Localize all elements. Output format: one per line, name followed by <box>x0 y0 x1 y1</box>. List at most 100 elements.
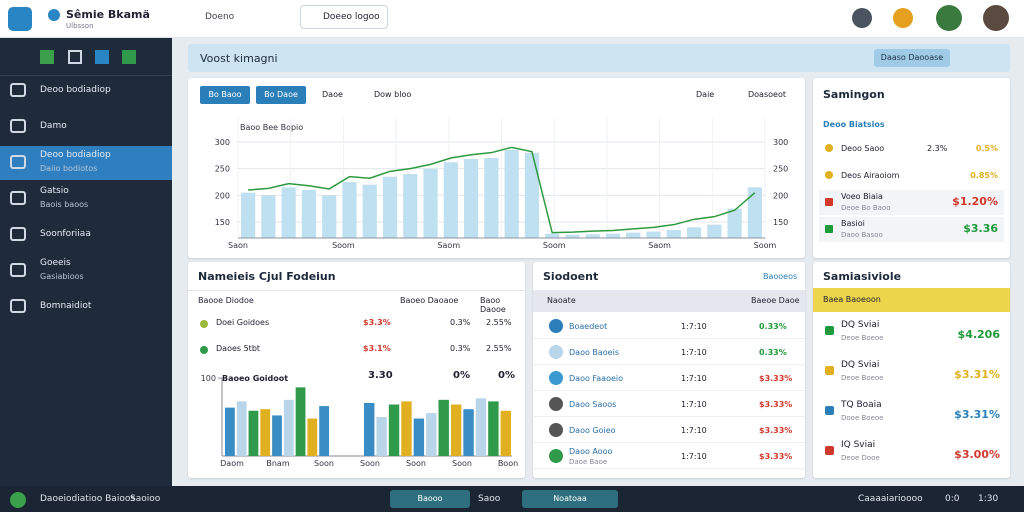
nav-item[interactable]: Goeeis Gasiabioos <box>0 254 172 288</box>
chart-tab[interactable]: Doasoeot <box>748 90 786 99</box>
chart-button[interactable]: Bo Daoe boe <box>256 86 306 117</box>
row-sublabel: Daoo Basoo <box>841 231 883 239</box>
row-sublabel: Deoe Bo Baoo <box>841 204 891 212</box>
row-sublabel: Deoe Dooe <box>841 454 880 462</box>
column-header: Baoo Daooe <box>480 296 506 314</box>
nav-icon <box>10 227 26 241</box>
chart-button[interactable]: Bo Baoo Bao <box>200 86 250 117</box>
nav-item[interactable]: Bomnaidiot <box>0 290 172 324</box>
nav-sublabel: Daiio bodiotos <box>40 164 98 173</box>
nav-item[interactable]: Soonforiiaa <box>0 218 172 252</box>
footer-text: Saoo <box>478 494 501 504</box>
x-tick-label: Soon <box>452 459 472 468</box>
row-sublabel: Deoe Boeoe <box>841 374 884 382</box>
panel-title: Samiasiviole <box>823 270 902 283</box>
chart-tab[interactable]: Daie <box>696 90 715 99</box>
panel-subtitle: Deoo Biatsios <box>823 120 885 129</box>
row-time: 1:7:10 <box>681 348 707 357</box>
bar <box>362 184 377 238</box>
nav-label: Bomnaidiot <box>40 301 92 311</box>
header-button[interactable]: Daaso Daooase <box>874 49 950 67</box>
list-row[interactable] <box>533 340 805 365</box>
avatar[interactable] <box>983 5 1009 31</box>
nav-item[interactable]: Deoo bodiadiop <box>0 74 172 108</box>
bar <box>545 233 560 238</box>
bar <box>666 230 681 238</box>
chart-tab[interactable]: Dow bloo <box>374 90 412 99</box>
tool-icon[interactable] <box>40 50 54 64</box>
status-dot <box>825 225 833 233</box>
status-icon <box>825 366 834 375</box>
row-value: $3.1% <box>363 344 391 353</box>
bar <box>626 232 641 238</box>
column-header: Baoeo Daoaoe <box>400 296 459 305</box>
list-row[interactable] <box>533 444 805 469</box>
list-row[interactable] <box>533 418 805 443</box>
row-label: Daoes 5tbt <box>216 344 261 353</box>
table-header: Naoate Baeoe Daoe <box>533 290 805 312</box>
bar <box>364 402 375 456</box>
avatar[interactable] <box>936 5 962 31</box>
icon-button[interactable] <box>893 8 913 28</box>
logo <box>8 7 32 31</box>
nav-item[interactable]: Deoo bodiadiop Daiio bodiotos <box>0 146 172 180</box>
row-change: 0.5% <box>975 144 998 153</box>
bar <box>686 227 702 238</box>
annotation: Baoo Bee Bopio <box>240 123 303 132</box>
chart-tab[interactable]: Daoe <box>322 90 343 99</box>
panel-title: Nameieis Cjul Fodeiun <box>198 270 336 283</box>
bar <box>426 413 437 456</box>
y-tick-label: 250 <box>773 165 788 174</box>
status-dot <box>825 198 833 206</box>
summary-row: Voeo Biaia Deoe Bo Baoo $1.20% <box>819 190 1004 215</box>
row-label: DQ Sviai <box>841 360 880 370</box>
bar <box>500 410 511 456</box>
status-dot <box>825 171 833 179</box>
nav-link[interactable]: Doeno <box>205 12 235 22</box>
stat: 3.30 <box>368 370 393 381</box>
nav-item[interactable]: Damo <box>0 110 172 144</box>
x-tick-label: Boon <box>498 459 518 468</box>
row-value: $3.33% <box>759 452 793 461</box>
column-header: Baooe Diodoe <box>198 296 254 305</box>
row-label: Daoo Aooo <box>569 447 613 456</box>
footer: Daoeiodiatioo Baioos Saoioo Baooo Saoo N… <box>0 486 1024 512</box>
tool-icon[interactable] <box>122 50 136 64</box>
bar <box>307 418 318 456</box>
bar <box>260 409 271 456</box>
tool-icon[interactable] <box>68 50 82 64</box>
footer-button[interactable]: Baooo <box>390 490 470 508</box>
column-header: Baeoe Daoe <box>751 296 800 305</box>
bar <box>225 407 235 456</box>
icon-button[interactable] <box>852 8 872 28</box>
sidebar: Deoo bodiadiop Damo Deoo bodiadiop Daiio bo… <box>0 38 172 486</box>
footer-button[interactable]: Noatoaa <box>522 490 618 508</box>
bar <box>438 399 449 456</box>
list-row[interactable] <box>533 366 805 391</box>
row-time: 1:7:10 <box>681 452 707 461</box>
nav-item[interactable]: Gatsio Baois baoos <box>0 182 172 216</box>
bar <box>342 182 357 238</box>
bar <box>524 152 539 238</box>
bar <box>272 415 282 456</box>
search-box[interactable]: Doeeo logoo <box>300 5 388 29</box>
y-tick-label: 150 <box>773 218 788 227</box>
y-tick-label: 100 <box>201 374 216 383</box>
bar <box>585 234 600 238</box>
row-value: $4.206 <box>957 328 1000 341</box>
list-row[interactable] <box>533 314 805 339</box>
row-label: TQ Boaia <box>841 400 882 410</box>
column-header: Naoate <box>547 296 576 305</box>
sidebar-toolbar <box>0 38 172 76</box>
bar <box>388 404 400 456</box>
status-icon <box>10 492 26 508</box>
x-tick-label: Saon <box>228 241 248 250</box>
bar <box>261 195 276 238</box>
panel-link[interactable]: Baooeos <box>763 272 798 281</box>
x-tick-label: Soom <box>754 241 777 250</box>
list-row[interactable] <box>533 392 805 417</box>
row-label: DQ Sviai <box>841 320 880 330</box>
tool-icon[interactable] <box>95 50 109 64</box>
x-tick-label: Soon <box>360 459 380 468</box>
nav-icon <box>10 83 26 97</box>
